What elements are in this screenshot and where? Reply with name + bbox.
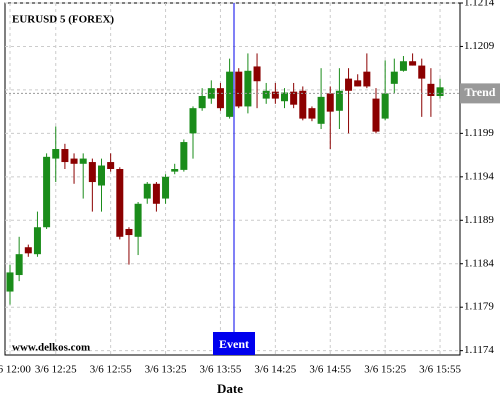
- candle-body: [88, 162, 96, 183]
- candle-body: [363, 71, 371, 87]
- watermark: www.delkos.com: [12, 342, 90, 354]
- candle-body: [409, 61, 417, 66]
- x-tick-label: 3/6 12:00: [0, 364, 31, 376]
- candles: [6, 53, 444, 305]
- candle-body: [143, 183, 151, 199]
- candle-body: [235, 71, 243, 107]
- candle-body: [107, 162, 115, 170]
- x-tick-label: 3/6 15:25: [364, 364, 406, 376]
- candle-body: [281, 92, 288, 102]
- x-tick-label: 3/6 12:55: [90, 364, 132, 376]
- candle-body: [418, 65, 426, 79]
- candle-body: [116, 169, 124, 237]
- candle-body: [299, 90, 307, 119]
- candle-body: [171, 169, 179, 172]
- candle-body: [43, 156, 51, 228]
- candle-body: [33, 227, 41, 255]
- candle-body: [198, 95, 206, 109]
- candle-body: [326, 93, 334, 112]
- candle-body: [152, 183, 160, 204]
- grid: 1.1174 1.1179 1.1184 1.1189 1.1194 1.1199 1.12…: [0, 0, 495, 376]
- candle-body: [308, 108, 316, 119]
- candle-body: [70, 158, 78, 164]
- candle-body: [125, 228, 133, 236]
- x-axis-title: Date: [217, 381, 243, 396]
- y-tick-label: 1.1179: [464, 301, 494, 313]
- y-tick-label: 1.1199: [464, 127, 494, 139]
- candle-body: [189, 108, 197, 134]
- trend-label-box: [460, 83, 500, 104]
- candle-body: [427, 83, 435, 96]
- event-label: Event: [219, 337, 249, 351]
- candle-body: [372, 98, 380, 132]
- y-tick-label: 1.1184: [464, 257, 494, 269]
- chart-title: EURUSD 5 (FOREX): [12, 14, 114, 26]
- candle-body: [226, 71, 234, 117]
- y-tick-label: 1.1174: [464, 344, 494, 356]
- candle-body: [335, 90, 343, 111]
- x-tick-label: 3/6 15:55: [419, 364, 461, 376]
- y-tick-label: 1.1189: [464, 214, 494, 226]
- candle-body: [6, 272, 14, 292]
- candle-body: [381, 93, 389, 119]
- candle-body: [24, 247, 32, 254]
- y-tick-label: 1.1214: [464, 0, 495, 9]
- event-label-box: [213, 332, 255, 355]
- y-tick-label: 1.1194: [464, 170, 494, 182]
- candle-body: [354, 80, 362, 87]
- x-tick-label: 3/6 14:55: [309, 364, 351, 376]
- candle-body: [52, 149, 60, 159]
- candle-body: [216, 88, 224, 109]
- plot-frame: [4, 2, 461, 356]
- trend-label: Trend: [465, 85, 496, 99]
- y-tick-label: 1.1209: [464, 40, 495, 52]
- x-tick-label: 3/6 13:55: [200, 364, 242, 376]
- x-tick-label: 3/6 12:25: [35, 364, 77, 376]
- candle-body: [436, 87, 444, 96]
- candle-body: [317, 96, 325, 124]
- candle-body: [180, 142, 188, 170]
- candle-body: [345, 78, 353, 91]
- candle-body: [399, 61, 407, 71]
- candle-body: [162, 176, 170, 199]
- candle-body: [271, 91, 279, 99]
- candle-body: [244, 70, 252, 107]
- candle-body: [253, 66, 261, 82]
- x-tick-label: 3/6 13:25: [145, 364, 187, 376]
- candle-body: [290, 91, 298, 105]
- candle-body: [207, 88, 215, 99]
- candle-body: [79, 158, 87, 164]
- candle-body: [98, 165, 105, 186]
- candle-body: [390, 71, 398, 84]
- candle-body: [262, 90, 270, 99]
- candle-body: [15, 254, 23, 276]
- overlay: Trend Event: [5, 3, 500, 355]
- candle-body: [61, 149, 69, 163]
- candle-body: [134, 203, 142, 237]
- x-tick-label: 3/6 14:25: [254, 364, 296, 376]
